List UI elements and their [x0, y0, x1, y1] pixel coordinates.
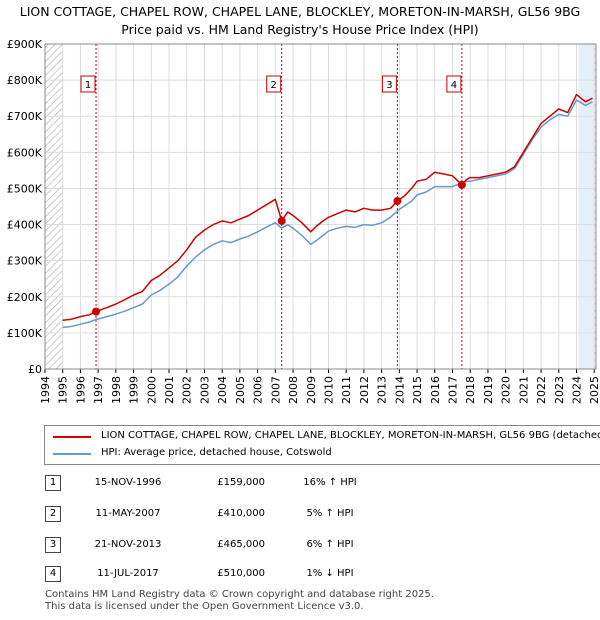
x-tick-label: 2007 [269, 376, 282, 404]
series-line-hpi [62, 99, 593, 329]
sale-marker-box [446, 75, 462, 93]
x-tick-label: 2005 [234, 376, 247, 404]
x-tick-label: 2014 [393, 376, 406, 404]
transaction-hpi-diff: 6% ↑ HPI [306, 539, 354, 550]
x-tick-label: 2003 [198, 376, 211, 404]
chart-subtitle: Price paid vs. HM Land Registry's House … [121, 22, 479, 37]
y-tick-label: £200K [7, 291, 43, 304]
series-line-property [62, 93, 593, 322]
sale-point [457, 180, 466, 189]
transaction-number: 1 [45, 475, 61, 491]
sale-point [393, 197, 402, 206]
transaction-price: £465,000 [217, 539, 265, 550]
transaction-number: 2 [45, 506, 61, 522]
y-tick-label: £600K [7, 146, 43, 159]
x-tick-label: 2012 [358, 376, 371, 404]
sale-marker-label: 2 [271, 80, 277, 91]
x-tick-label: 2001 [163, 376, 176, 404]
plot-area [45, 44, 596, 369]
legend-swatch-red [53, 436, 91, 438]
x-tick-label: 2006 [252, 376, 265, 404]
chart-title: LION COTTAGE, CHAPEL ROW, CHAPEL LANE, B… [19, 4, 581, 19]
transaction-hpi-diff: 1% ↓ HPI [306, 568, 354, 579]
plot-frame [44, 43, 597, 370]
x-tick-label: 2015 [411, 376, 424, 404]
y-tick-label: £300K [7, 255, 43, 268]
transaction-price: £410,000 [217, 508, 265, 519]
transaction-date: 11-MAY-2007 [95, 508, 161, 519]
x-tick-label: 2013 [376, 376, 389, 404]
x-tick-label: 2022 [535, 376, 548, 404]
transaction-hpi-diff: 16% ↑ HPI [303, 477, 357, 488]
transaction-row: 4 11-JUL-2017 £510,000 1% ↓ HPI [0, 566, 600, 584]
x-tick-label: 2019 [482, 376, 495, 404]
hatched-region [45, 44, 63, 369]
footer-copyright: Contains HM Land Registry data © Crown c… [45, 589, 434, 600]
sale-marker-box [80, 75, 96, 93]
sale-marker-label: 3 [386, 80, 392, 91]
y-tick-label: £500K [7, 182, 43, 195]
transaction-number: 3 [45, 537, 61, 553]
y-tick-label: £100K [7, 327, 43, 340]
sale-marker-label: 1 [85, 80, 91, 91]
x-tick-label: 1994 [39, 376, 52, 404]
x-tick-label: 2024 [571, 376, 584, 404]
x-tick-label: 1997 [92, 376, 105, 404]
legend-swatch-blue [53, 453, 91, 455]
x-tick-label: 2016 [429, 376, 442, 404]
transaction-price: £159,000 [217, 477, 265, 488]
sale-marker-label: 4 [451, 80, 457, 91]
x-tick-label: 2008 [287, 376, 300, 404]
y-tick-label: £400K [7, 219, 43, 232]
footer-licence: This data is licensed under the Open Gov… [45, 601, 364, 612]
y-tick-label: £0 [28, 363, 42, 376]
x-tick-label: 2004 [216, 376, 229, 404]
sale-marker-box [381, 75, 397, 93]
y-tick-label: £800K [7, 74, 43, 87]
sale-point [277, 216, 286, 225]
x-tick-label: 1995 [57, 376, 70, 404]
legend-label-hpi: HPI: Average price, detached house, Cots… [101, 447, 332, 458]
legend: LION COTTAGE, CHAPEL ROW, CHAPEL LANE, B… [44, 425, 600, 465]
x-tick-label: 1998 [110, 376, 123, 404]
x-tick-label: 2023 [553, 376, 566, 404]
transaction-number: 4 [45, 566, 61, 582]
highlight-band [578, 44, 595, 369]
x-tick-label: 2002 [181, 376, 194, 404]
transaction-row: 2 11-MAY-2007 £410,000 5% ↑ HPI [0, 506, 600, 524]
x-tick-label: 2000 [145, 376, 158, 404]
transaction-date: 15-NOV-1996 [94, 477, 162, 488]
x-tick-label: 2017 [446, 376, 459, 404]
x-tick-label: 2009 [305, 376, 318, 404]
x-tick-label: 2018 [464, 376, 477, 404]
transaction-hpi-diff: 5% ↑ HPI [306, 508, 354, 519]
transaction-row: 3 21-NOV-2013 £465,000 6% ↑ HPI [0, 537, 600, 555]
x-tick-label: 2011 [340, 376, 353, 404]
price-chart: 1 2 3 4 £0 £100K £200K £300K £400K £500K £600K £70… [7, 38, 600, 404]
x-tick-label: 2020 [500, 376, 513, 404]
x-tick-label: 1999 [128, 376, 141, 404]
y-tick-label: £700K [7, 110, 43, 123]
x-tick-label: 2021 [517, 376, 530, 404]
y-tick-label: £900K [7, 38, 43, 51]
transaction-price: £510,000 [217, 568, 265, 579]
transaction-date: 11-JUL-2017 [97, 568, 159, 579]
hatched-region [594, 44, 596, 369]
x-tick-label: 2025 [588, 376, 600, 404]
x-tick-label: 1996 [74, 376, 87, 404]
transaction-row: 1 15-NOV-1996 £159,000 16% ↑ HPI [0, 475, 600, 493]
sale-point [92, 307, 101, 316]
legend-label-property: LION COTTAGE, CHAPEL ROW, CHAPEL LANE, B… [101, 430, 600, 441]
transaction-date: 21-NOV-2013 [94, 539, 162, 550]
x-tick-label: 2010 [322, 376, 335, 404]
sale-marker-box [266, 75, 282, 93]
